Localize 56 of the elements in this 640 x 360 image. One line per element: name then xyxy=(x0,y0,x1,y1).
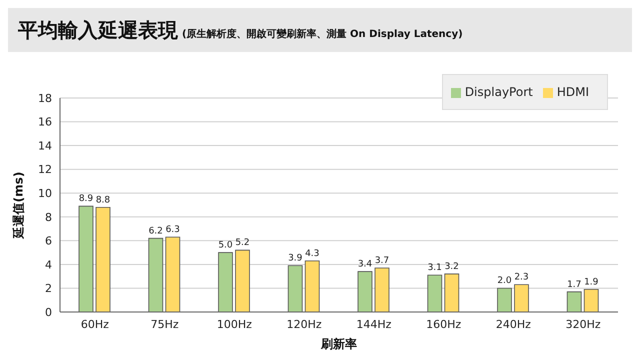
bar xyxy=(288,265,303,312)
bar xyxy=(235,250,250,312)
bar xyxy=(304,260,320,312)
bar xyxy=(584,289,599,312)
bar xyxy=(566,291,582,312)
bar xyxy=(165,236,180,312)
data-label: 8.9 xyxy=(78,194,94,204)
y-tick-label: 18 xyxy=(38,92,52,105)
x-axis-title: 刷新率 xyxy=(320,337,357,351)
data-label: 8.8 xyxy=(96,195,110,206)
bar xyxy=(148,238,164,312)
x-tick-label: 160Hz xyxy=(426,318,462,331)
x-tick-label: 75Hz xyxy=(150,318,179,331)
chart-title: 平均輸入延遲表現 xyxy=(18,17,178,44)
y-tick-label: 0 xyxy=(45,306,52,319)
data-label: 5.0 xyxy=(218,240,233,251)
data-label: 3.1 xyxy=(428,263,442,274)
data-label: 3.7 xyxy=(374,256,390,266)
chart-subtitle: (原生解析度、開啟可變刷新率、測量 On Display Latency) xyxy=(182,27,463,42)
x-tick-label: 120Hz xyxy=(286,318,322,331)
bar xyxy=(497,288,512,312)
y-tick-label: 8 xyxy=(45,210,52,224)
bar xyxy=(374,268,390,312)
x-tick-label: 320Hz xyxy=(566,318,601,331)
data-label: 3.2 xyxy=(444,262,459,272)
bar xyxy=(358,271,372,312)
x-tick-label: 60Hz xyxy=(80,318,110,331)
y-tick-label: 2 xyxy=(45,282,52,296)
x-tick-label: 240Hz xyxy=(496,318,532,331)
x-tick-label: 144Hz xyxy=(356,318,392,331)
y-tick-label: 12 xyxy=(38,163,52,176)
y-axis-title: 延遲值(ms) xyxy=(11,172,26,240)
bar xyxy=(218,252,233,312)
data-label: 4.3 xyxy=(305,248,320,259)
y-tick-label: 16 xyxy=(38,116,52,129)
bar xyxy=(78,206,94,312)
bar xyxy=(514,284,529,312)
data-label: 5.2 xyxy=(235,238,250,248)
x-tick-label: 100Hz xyxy=(216,318,252,331)
data-label: 3.4 xyxy=(358,260,372,270)
data-label: 6.2 xyxy=(148,226,163,236)
bar xyxy=(444,274,460,312)
data-label: 2.0 xyxy=(497,276,512,286)
legend-label: HDMI xyxy=(556,85,589,99)
data-label: 1.9 xyxy=(584,277,599,288)
y-tick-label: 4 xyxy=(45,258,52,272)
data-label: 1.7 xyxy=(567,280,582,290)
legend-label: DisplayPort xyxy=(464,85,533,99)
data-label: 6.3 xyxy=(166,225,180,236)
y-tick-label: 6 xyxy=(45,234,52,248)
bar xyxy=(96,206,110,312)
y-tick-label: 14 xyxy=(38,139,52,152)
data-label: 3.9 xyxy=(288,254,303,264)
bar xyxy=(427,274,442,312)
y-tick-label: 10 xyxy=(38,187,52,200)
data-label: 2.3 xyxy=(514,272,529,283)
